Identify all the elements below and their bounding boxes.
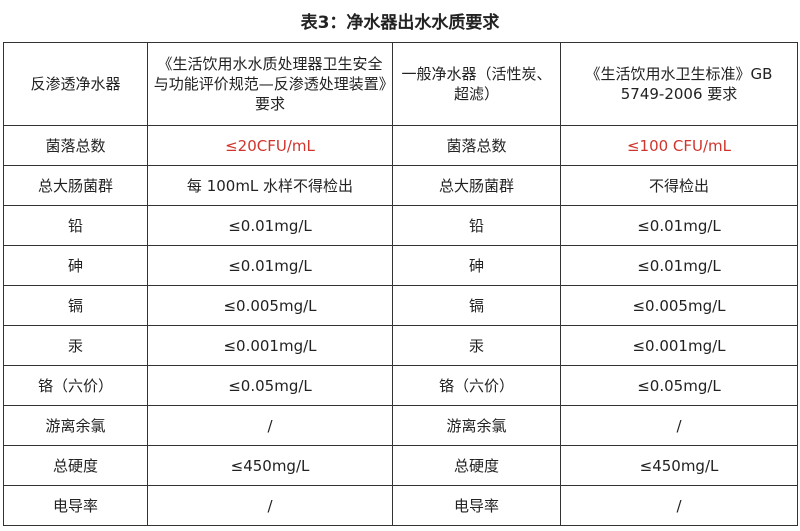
table-cell: 汞 [3, 325, 148, 366]
table-cell: ≤0.05mg/L [147, 365, 393, 406]
table-cell: ≤0.01mg/L [560, 245, 798, 286]
table-row: 铅 ≤0.01mg/L 铅 ≤0.01mg/L [3, 205, 798, 246]
table-cell: 电导率 [3, 485, 148, 526]
table-row: 汞 ≤0.001mg/L 汞 ≤0.001mg/L [3, 325, 798, 366]
table-cell: 镉 [3, 285, 148, 326]
table-cell: ≤450mg/L [147, 445, 393, 486]
water-quality-table: 反渗透净水器 《生活饮用水水质处理器卫生安全与功能评价规范—反渗透处理装置》要求… [3, 42, 798, 526]
table-row: 电导率 / 电导率 / [3, 485, 798, 526]
table-cell: 电导率 [392, 485, 561, 526]
table-cell: 每 100mL 水样不得检出 [147, 165, 393, 206]
table-row: 镉 ≤0.005mg/L 镉 ≤0.005mg/L [3, 285, 798, 326]
table-cell: ≤0.01mg/L [560, 205, 798, 246]
header-cell: 一般净水器（活性炭、超滤） [392, 42, 561, 126]
table-cell: ≤0.001mg/L [147, 325, 393, 366]
table-cell: ≤0.005mg/L [560, 285, 798, 326]
table-cell: / [147, 405, 393, 446]
table-row: 菌落总数 ≤20CFU/mL 菌落总数 ≤100 CFU/mL [3, 125, 798, 166]
table-cell: / [560, 485, 798, 526]
table-row: 铬（六价） ≤0.05mg/L 铬（六价） ≤0.05mg/L [3, 365, 798, 406]
table-cell: 镉 [392, 285, 561, 326]
table-cell: 游离余氯 [3, 405, 148, 446]
table-row: 砷 ≤0.01mg/L 砷 ≤0.01mg/L [3, 245, 798, 286]
table-cell: 砷 [3, 245, 148, 286]
table-cell: 总硬度 [392, 445, 561, 486]
header-cell: 《生活饮用水水质处理器卫生安全与功能评价规范—反渗透处理装置》要求 [147, 42, 393, 126]
table-cell: ≤100 CFU/mL [560, 125, 798, 166]
table-row: 总硬度 ≤450mg/L 总硬度 ≤450mg/L [3, 445, 798, 486]
table-cell: 菌落总数 [392, 125, 561, 166]
table-cell: 总大肠菌群 [3, 165, 148, 206]
table-cell: / [147, 485, 393, 526]
table-cell: 汞 [392, 325, 561, 366]
header-row: 反渗透净水器 《生活饮用水水质处理器卫生安全与功能评价规范—反渗透处理装置》要求… [3, 42, 798, 126]
header-cell: 反渗透净水器 [3, 42, 148, 126]
table-cell: ≤0.005mg/L [147, 285, 393, 326]
table-title: 表3：净水器出水水质要求 [300, 13, 500, 33]
table-cell: 铬（六价） [3, 365, 148, 406]
table-cell: 铅 [3, 205, 148, 246]
table-cell: ≤0.001mg/L [560, 325, 798, 366]
table-cell: / [560, 405, 798, 446]
table-cell: 总硬度 [3, 445, 148, 486]
table-cell: 总大肠菌群 [392, 165, 561, 206]
header-cell: 《生活饮用水卫生标准》GB 5749-2006 要求 [560, 42, 798, 126]
table-cell: ≤20CFU/mL [147, 125, 393, 166]
table-row: 游离余氯 / 游离余氯 / [3, 405, 798, 446]
table-cell: 砷 [392, 245, 561, 286]
table-cell: ≤0.01mg/L [147, 205, 393, 246]
table-cell: 菌落总数 [3, 125, 148, 166]
table-cell: ≤450mg/L [560, 445, 798, 486]
table-cell: ≤0.01mg/L [147, 245, 393, 286]
table-cell: 不得检出 [560, 165, 798, 206]
table-cell: 铬（六价） [392, 365, 561, 406]
table-cell: 游离余氯 [392, 405, 561, 446]
table-cell: 铅 [392, 205, 561, 246]
table-row: 总大肠菌群每 100mL 水样不得检出 总大肠菌群 不得检出 [3, 165, 798, 206]
table-cell: ≤0.05mg/L [560, 365, 798, 406]
